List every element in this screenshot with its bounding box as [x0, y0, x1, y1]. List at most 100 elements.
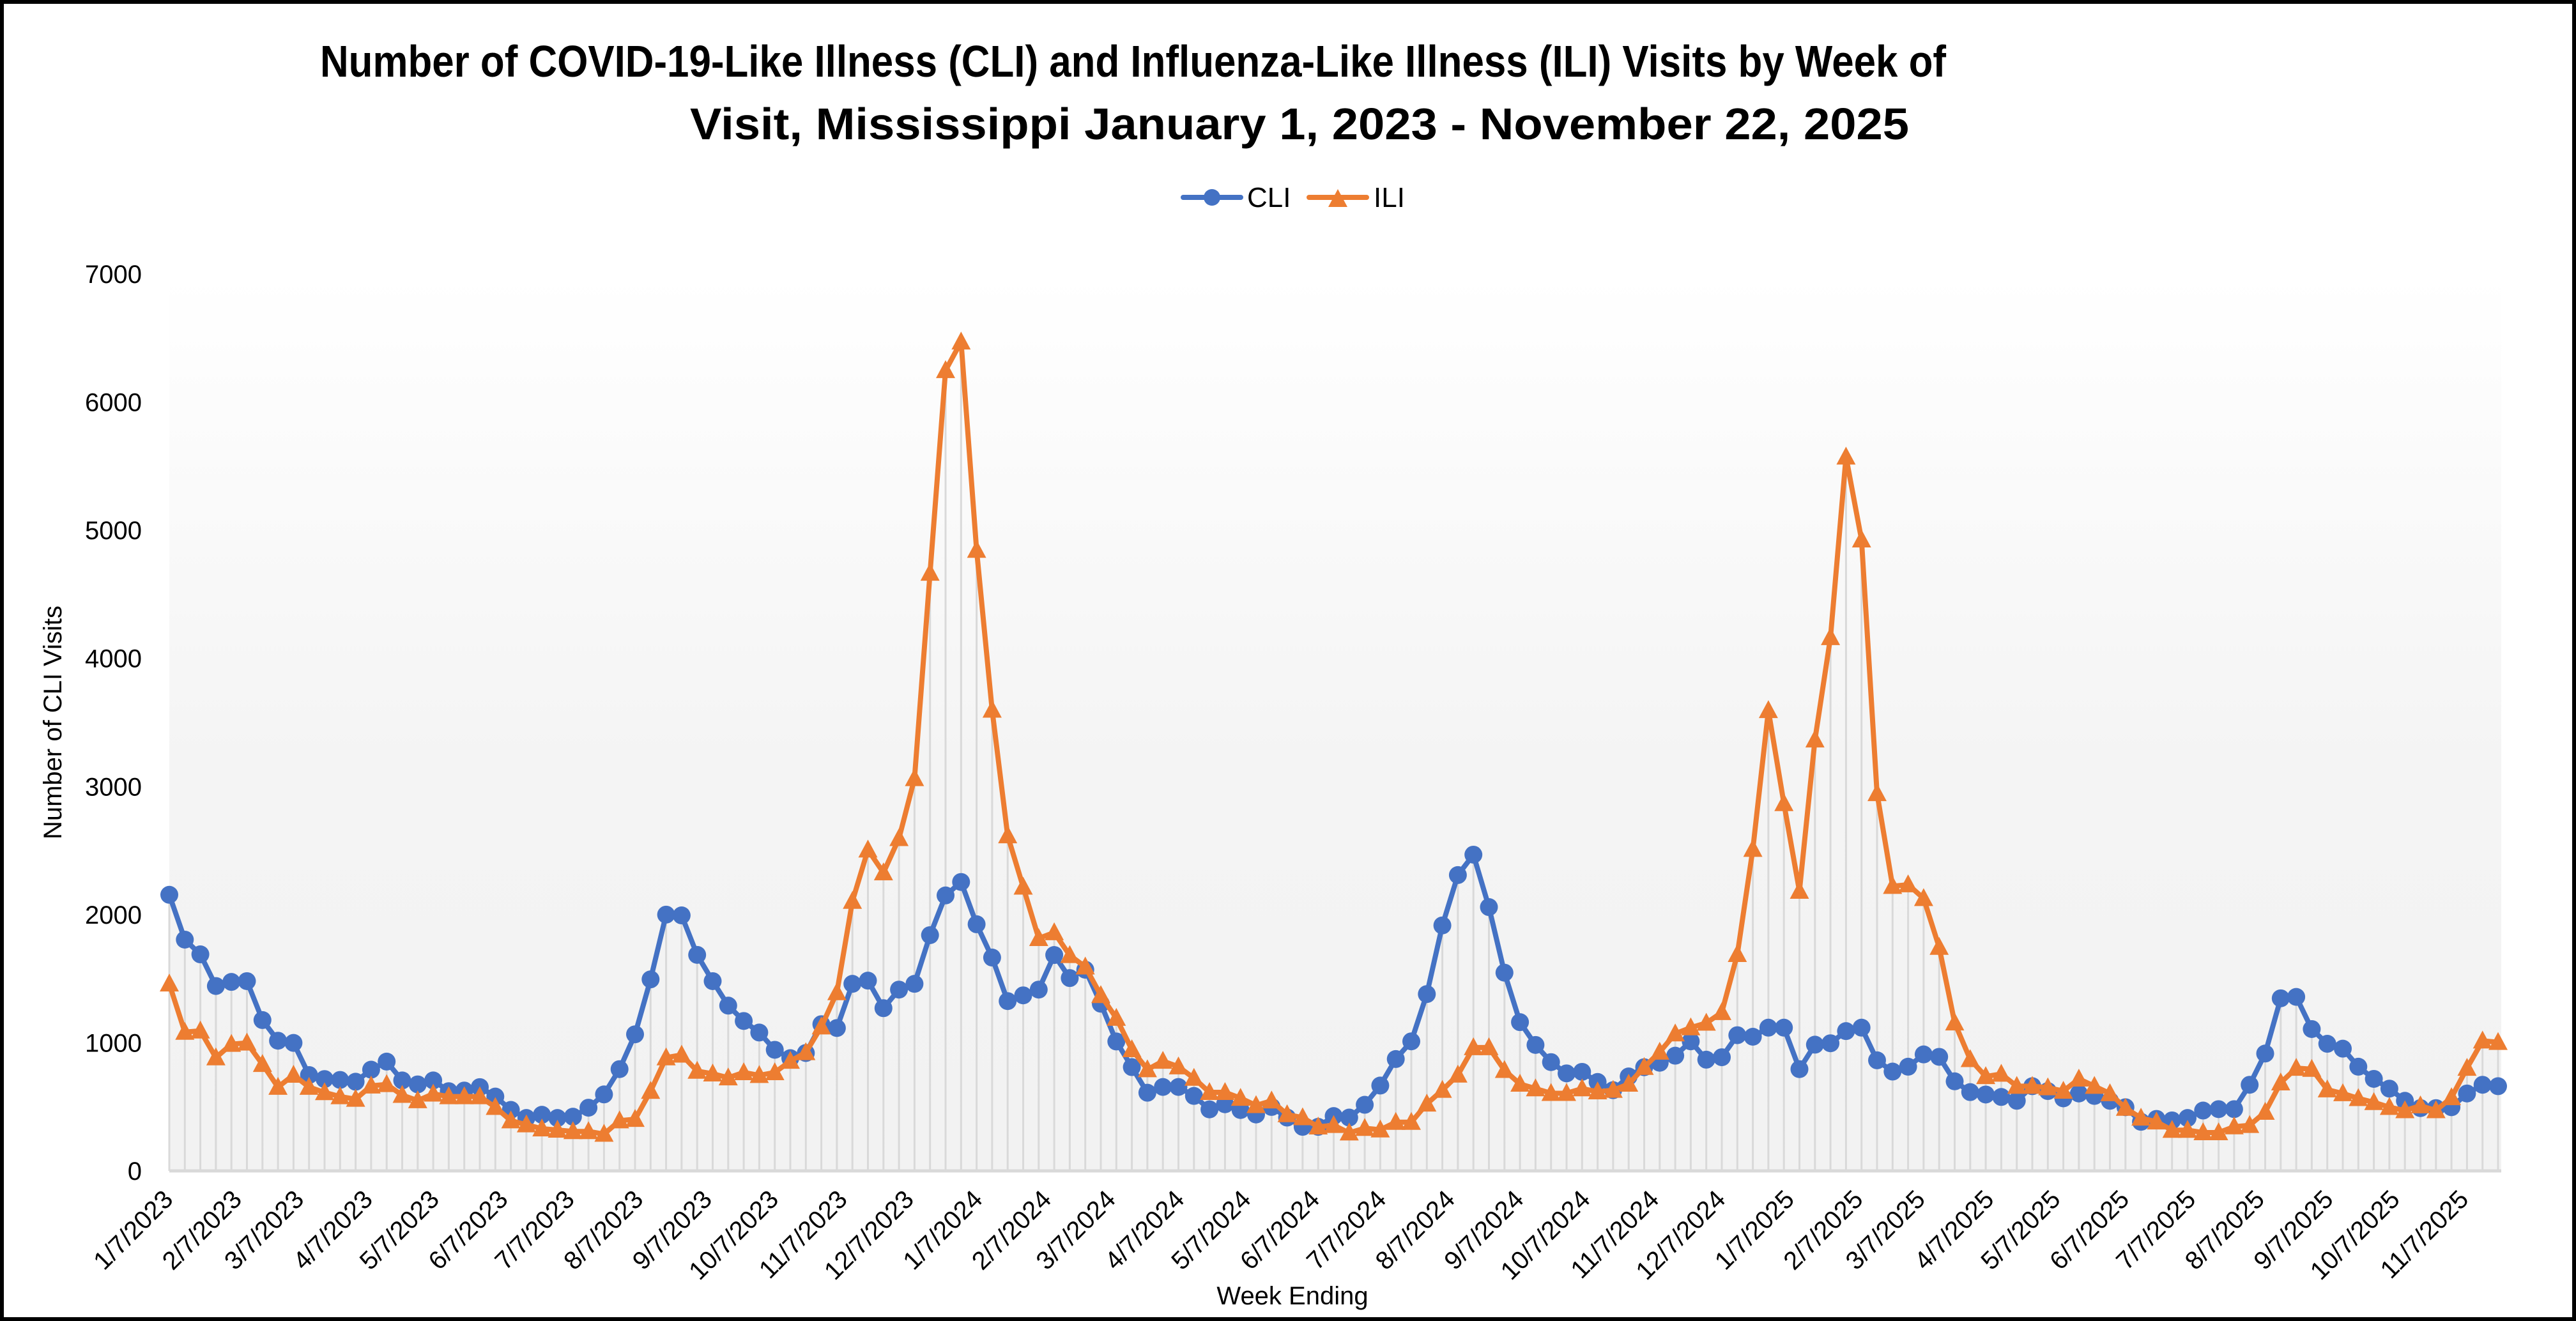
data-point-cli: [2209, 1100, 2228, 1119]
data-point-cli: [1775, 1018, 1793, 1037]
data-point-ili: [1557, 1083, 1576, 1101]
data-point-cli: [2380, 1080, 2398, 1098]
data-point-cli: [2256, 1044, 2274, 1063]
data-point-ili: [1851, 529, 1871, 547]
data-point-cli: [1697, 1050, 1715, 1069]
data-point-cli: [2318, 1035, 2336, 1053]
data-point-ili: [1634, 1057, 1654, 1075]
data-point-cli: [393, 1071, 411, 1090]
data-point-ili: [1045, 922, 1064, 940]
data-point-cli: [2225, 1100, 2243, 1119]
data-point-ili: [2100, 1083, 2120, 1101]
data-point-ili: [1091, 985, 1110, 1004]
data-point-cli: [765, 1041, 784, 1059]
data-point-ili: [579, 1121, 599, 1140]
data-point-cli: [378, 1052, 396, 1071]
data-point-ili: [951, 332, 971, 350]
data-point-ili: [1743, 839, 1763, 857]
data-point-ili: [2271, 1073, 2290, 1091]
data-point-cli: [595, 1085, 613, 1104]
data-point-ili: [2178, 1120, 2197, 1138]
data-point-cli: [2349, 1057, 2368, 1076]
data-point-ili: [454, 1086, 474, 1104]
data-point-ili: [470, 1086, 489, 1104]
data-point-ili: [1758, 700, 1778, 719]
data-point-cli: [672, 906, 691, 925]
data-point-cli: [1169, 1078, 1188, 1096]
legend-item-cli: CLI: [1181, 182, 1291, 213]
data-point-cli: [191, 945, 210, 964]
data-point-ili: [2131, 1108, 2151, 1126]
data-point-cli: [206, 977, 225, 995]
data-point-ili: [671, 1044, 691, 1063]
data-point-ili: [1960, 1049, 1980, 1067]
data-point-cli: [1014, 986, 1032, 1005]
data-point-cli: [750, 1023, 769, 1042]
data-point-cli: [1061, 969, 1079, 988]
data-point-ili: [2333, 1083, 2352, 1101]
data-point-cli: [2179, 1109, 2196, 1127]
data-point-ili: [1200, 1082, 1220, 1101]
data-point-ili: [1619, 1074, 1639, 1092]
data-point-ili: [2255, 1101, 2275, 1120]
data-point-ili: [2038, 1077, 2058, 1096]
data-point-ili: [1728, 944, 1747, 963]
data-point-cli: [1418, 985, 1436, 1004]
data-point-ili: [1836, 447, 1856, 465]
data-point-ili: [1510, 1074, 1530, 1092]
data-point-cli: [1868, 1051, 1886, 1069]
data-point-ili: [1060, 945, 1080, 963]
data-point-ili: [2007, 1076, 2027, 1094]
data-point-cli: [983, 949, 1001, 967]
data-point-ili: [222, 1034, 241, 1052]
data-point-cli: [548, 1109, 567, 1127]
data-point-ili: [1013, 876, 1033, 895]
data-point-ili: [1898, 874, 1918, 892]
data-point-cli: [1386, 1050, 1405, 1068]
data-point-ili: [905, 768, 924, 786]
data-point-cli: [735, 1012, 753, 1030]
data-point-ili: [1432, 1080, 1452, 1098]
data-point-cli: [316, 1070, 334, 1088]
data-point-ili: [625, 1109, 645, 1127]
data-point-ili: [2379, 1097, 2399, 1115]
data-point-cli: [1138, 1083, 1156, 1102]
data-point-cli: [2007, 1092, 2026, 1110]
data-point-cli: [1992, 1088, 2011, 1106]
data-point-ili: [1929, 936, 1949, 955]
data-point-cli: [486, 1087, 505, 1106]
data-point-cli: [533, 1106, 551, 1124]
data-point-cli: [719, 996, 737, 1015]
legend-item-ili: ILI: [1307, 182, 1405, 213]
y-axis-title: Number of CLI Visits: [39, 606, 67, 839]
data-point-ili: [2411, 1095, 2430, 1113]
y-tick-label: 6000: [85, 389, 142, 417]
series-layer: [160, 332, 2508, 1142]
data-point-ili: [1494, 1060, 1514, 1078]
data-point-ili: [1913, 888, 1933, 906]
data-point-ili: [687, 1060, 707, 1079]
data-point-ili: [889, 828, 909, 846]
data-point-ili: [252, 1054, 272, 1073]
series-ili: [160, 332, 2508, 1142]
data-point-ili: [2162, 1120, 2182, 1138]
data-point-ili: [1169, 1056, 1188, 1074]
data-point-ili: [346, 1088, 365, 1107]
data-point-ili: [190, 1020, 210, 1039]
data-point-cli: [1200, 1100, 1219, 1119]
data-point-cli: [222, 973, 241, 991]
data-point-cli: [579, 1099, 598, 1117]
data-point-cli: [2287, 988, 2306, 1006]
data-point-ili: [982, 699, 1002, 718]
data-point-ili: [827, 982, 847, 1000]
data-point-cli: [1573, 1062, 1591, 1081]
data-point-ili: [765, 1062, 785, 1080]
data-point-cli: [1837, 1022, 1855, 1041]
data-point-cli: [843, 975, 862, 993]
data-point-cli: [300, 1065, 318, 1084]
data-point-ili: [206, 1047, 226, 1065]
data-point-cli: [1790, 1060, 1809, 1078]
data-point-ili: [1479, 1037, 1499, 1055]
data-point-ili: [920, 563, 940, 581]
